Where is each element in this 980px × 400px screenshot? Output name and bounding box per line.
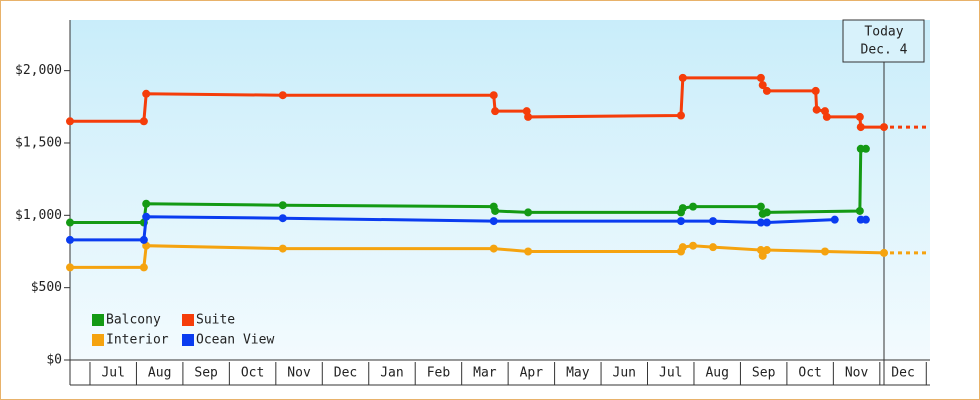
point [861,215,870,224]
point [489,217,498,226]
x-tick-label: Jul [659,366,682,381]
point [678,204,687,213]
point [880,248,889,257]
point [758,81,767,90]
point [676,111,685,120]
point [66,235,74,244]
x-tick-label: Aug [705,366,728,381]
x-tick-label: Nov [845,366,869,381]
legend-swatch [182,314,194,326]
point [856,123,865,132]
point [855,112,864,121]
point [676,217,685,226]
point [861,144,870,153]
legend-swatch [92,314,104,326]
point [762,208,771,217]
point [822,112,831,121]
today-box [842,19,925,63]
point [689,241,698,250]
legend-swatch [182,334,194,346]
point [66,218,74,227]
legend-swatch [92,334,104,346]
x-tick-label: Jan [380,366,403,381]
point [66,263,74,272]
legend-label: Suite [196,313,235,328]
legend-label: Balcony [106,313,161,328]
legend-label: Interior [106,333,169,348]
point [278,214,287,223]
x-tick-label: Jun [613,366,636,381]
point [278,244,287,253]
point [524,208,533,217]
x-tick-label: Jul [101,366,124,381]
point [811,86,820,95]
y-tick-label: $500 [31,280,62,295]
x-tick-label: Sep [752,366,776,381]
point [830,215,839,224]
today-label: Today [864,25,903,40]
x-tick-label: Oct [798,366,821,381]
point [139,235,148,244]
point [709,217,718,226]
y-tick-label: $1,000 [15,208,62,223]
point [278,201,287,210]
point [524,112,533,121]
point [678,243,687,252]
x-tick-label: Aug [148,366,171,381]
point [142,199,151,208]
point [489,244,498,253]
point [756,218,765,227]
point [756,202,765,211]
x-tick-label: Dec [891,366,914,381]
point [278,91,287,100]
point [678,73,687,82]
x-tick-label: May [566,366,590,381]
point [491,107,500,116]
point [762,218,771,227]
y-tick-label: $0 [46,353,62,368]
x-tick-label: Sep [194,366,218,381]
x-tick-label: Feb [427,366,451,381]
point [139,117,148,126]
point [142,89,151,98]
plot-area [70,20,930,360]
point [762,86,771,95]
point [139,263,148,272]
point [820,247,829,256]
point [756,73,765,82]
x-tick-label: Nov [287,366,311,381]
x-tick-label: Dec [334,366,357,381]
y-tick-label: $1,500 [15,135,62,150]
today-date: Dec. 4 [861,43,908,58]
point [709,243,718,252]
x-tick-label: Mar [473,366,497,381]
point [524,247,533,256]
y-tick-label: $2,000 [15,63,62,78]
point [491,206,500,215]
point [489,91,498,100]
point [689,202,698,211]
legend-label: Ocean View [196,333,274,348]
point [758,251,767,260]
point [762,246,771,255]
point [855,206,864,215]
x-tick-label: Oct [241,366,264,381]
point [66,117,74,126]
point [812,105,821,114]
x-tick-label: Apr [520,366,544,381]
point [142,212,151,221]
point [880,123,889,132]
